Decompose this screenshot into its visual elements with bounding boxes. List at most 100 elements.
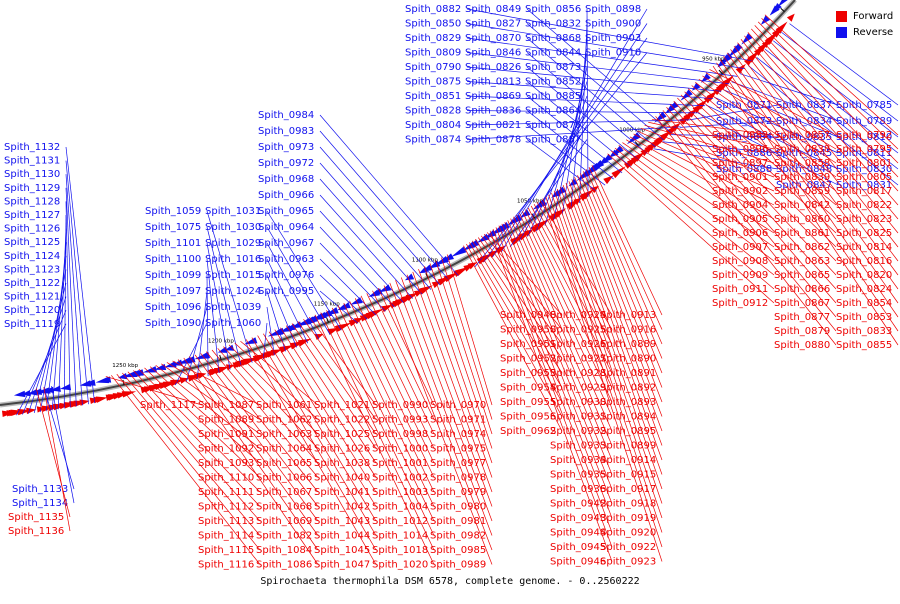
gene-arrow — [317, 309, 332, 319]
gene-leader-line — [463, 245, 563, 432]
gene-label-forward: Spith_0918 — [600, 499, 656, 510]
gene-leader-line — [658, 113, 837, 332]
gene-leader-line — [423, 266, 493, 464]
gene-leader-line — [337, 305, 435, 507]
gene-arrow — [13, 390, 26, 398]
gene-label-reverse: Spith_1131 — [4, 156, 60, 167]
gene-leader-line — [274, 329, 377, 493]
gene-leader-line — [266, 242, 320, 340]
gene-leader-line — [526, 8, 673, 134]
gene-label-forward: Spith_0839 — [774, 172, 830, 183]
gene-arrow — [225, 364, 235, 371]
gene-leader-line — [161, 363, 261, 435]
gene-label-forward: Spith_0820 — [836, 270, 892, 281]
gene-leader-line — [466, 37, 738, 77]
gene-label-reverse: Spith_0876 — [525, 120, 581, 131]
gene-leader-line — [574, 177, 663, 403]
gene-leader-line — [343, 303, 435, 493]
gene-leader-line — [200, 353, 319, 507]
gene-leader-line — [466, 243, 563, 417]
gene-label-reverse: Spith_0884 — [716, 132, 772, 143]
gene-label-reverse: Spith_0871 — [716, 100, 772, 111]
gene-arrow — [95, 396, 108, 403]
gene-leader-line — [677, 97, 837, 262]
gene-leader-line — [716, 62, 899, 332]
gene-label-forward: Spith_1087 — [198, 400, 254, 411]
gene-leader-line — [733, 45, 899, 262]
gene-leader-line — [320, 312, 435, 551]
gene-label-reverse: Spith_0846 — [465, 48, 521, 59]
gene-label-reverse: Spith_1132 — [4, 142, 60, 153]
tick-mark — [531, 213, 536, 219]
gene-arrow — [484, 229, 497, 239]
gene-leader-line — [206, 351, 319, 493]
gene-label-forward: Spith_1021 — [314, 400, 370, 411]
gene-leader-line — [389, 282, 493, 551]
gene-arrow — [100, 376, 112, 383]
gene-leader-line — [516, 214, 613, 432]
gene-label-reverse: Spith_1029 — [205, 238, 261, 249]
gene-leader-line — [206, 258, 220, 373]
gene-label-forward: Spith_0923 — [600, 557, 656, 568]
gene-label-forward: Spith_0952 — [500, 354, 556, 365]
gene-leader-line — [527, 207, 613, 374]
gene-leader-line — [466, 23, 746, 70]
gene-leader-line — [280, 327, 377, 478]
tick-label: 1050 kbp — [517, 199, 543, 205]
gene-leader-line — [526, 23, 665, 141]
gene-label-reverse: Spith_0844 — [525, 48, 581, 59]
gene-arrow — [626, 132, 642, 145]
gene-label-forward: Spith_1065 — [256, 458, 312, 469]
gene-label-reverse: Spith_0983 — [258, 126, 314, 137]
gene-leader-line — [297, 321, 377, 435]
gene-leader-line — [266, 306, 275, 356]
gene-arrow — [164, 361, 177, 368]
gene-label-forward: Spith_0924 — [550, 310, 606, 321]
legend-reverse: Reverse — [836, 24, 893, 40]
tick-label: 1000 kbp — [619, 127, 645, 133]
gene-leader-line — [65, 201, 71, 408]
gene-label-reverse: Spith_0851 — [405, 91, 461, 102]
gene-arrow — [217, 366, 229, 374]
gene-label-forward: Spith_0920 — [600, 528, 656, 539]
gene-label-reverse: Spith_0810 — [836, 132, 892, 143]
gene-label-reverse: Spith_1075 — [145, 222, 201, 233]
gene-leader-line — [551, 192, 663, 519]
gene-label-forward: Spith_0792 — [836, 130, 892, 141]
gene-leader-line — [633, 133, 775, 206]
gene-label-forward: Spith_1045 — [314, 545, 370, 556]
gene-leader-line — [536, 202, 613, 330]
gene-leader-line — [702, 75, 837, 164]
gene-leader-line — [559, 186, 663, 475]
gene-label-forward: Spith_1093 — [198, 458, 254, 469]
gene-leader-line — [472, 240, 563, 388]
gene-arrow — [498, 222, 510, 231]
gene-leader-line — [314, 314, 435, 565]
gene-leader-line — [669, 103, 837, 290]
gene-label-reverse: Spith_0973 — [258, 142, 314, 153]
gene-leader-line — [65, 146, 95, 404]
gene-label-forward: Spith_0956 — [500, 412, 556, 423]
gene-label-reverse: Spith_0826 — [465, 62, 521, 73]
gene-label-forward: Spith_0926 — [550, 339, 606, 350]
gene-label-forward: Spith_0896 — [712, 144, 768, 155]
gene-leader-line — [383, 285, 493, 565]
gene-arrow — [404, 273, 415, 281]
gene-leader-line — [691, 85, 837, 206]
gene-leader-line — [469, 242, 563, 403]
gene-leader-line — [513, 216, 613, 446]
gene-leader-line — [530, 205, 613, 359]
gene-leader-line — [522, 211, 613, 403]
gene-arrow — [381, 304, 393, 313]
gene-label-forward: Spith_0982 — [430, 531, 486, 542]
gene-label-reverse: Spith_0847 — [776, 180, 832, 191]
gene-label-reverse: Spith_0887 — [525, 135, 581, 146]
gene-label-reverse: Spith_0829 — [405, 33, 461, 44]
gene-label-reverse: Spith_1121 — [4, 292, 60, 303]
gene-arrow — [405, 292, 419, 301]
gene-label-forward: Spith_1136 — [8, 526, 64, 537]
gene-label-reverse: Spith_0872 — [716, 116, 772, 127]
gene-label-reverse: Spith_1130 — [4, 169, 60, 180]
gene-label-forward: Spith_0962 — [500, 426, 556, 437]
